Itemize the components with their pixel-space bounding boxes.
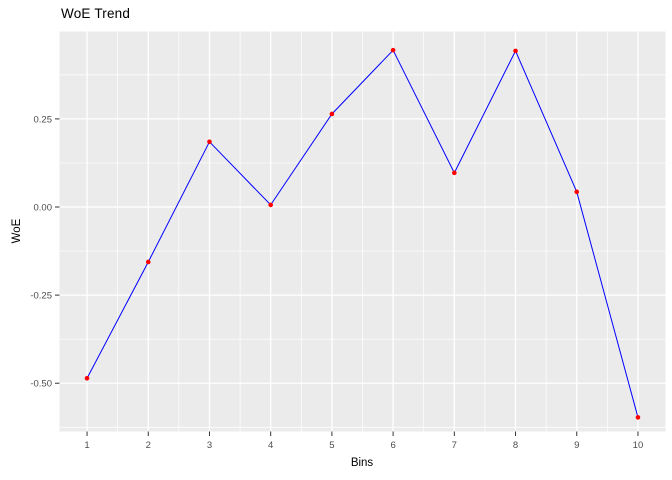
chart-title: WoE Trend [61,6,131,21]
data-point [452,170,457,176]
data-point [390,47,396,53]
x-tick-label: 1 [84,440,89,451]
data-point [207,139,212,145]
y-tick-label: 0.25 [34,114,53,125]
x-tick-label: 9 [574,440,579,451]
x-tick-label: 10 [633,440,644,451]
data-point [268,202,273,208]
trend-line [86,49,639,418]
x-tick-label: 3 [207,440,212,451]
x-tick-label: 4 [268,440,273,451]
x-tick-label: 8 [513,440,518,451]
data-point [513,48,518,54]
x-tick-label: 6 [390,440,395,451]
data-point [329,111,335,117]
y-tick-label: -0.50 [30,379,52,390]
data-point [145,259,151,265]
data-point [574,189,580,195]
x-tick-label: 7 [452,440,457,451]
y-tick-label: -0.25 [30,291,52,302]
y-tick-label: 0.00 [34,203,53,214]
x-axis-title: Bins [350,457,374,469]
data-point [635,415,641,420]
x-tick-label: 2 [146,440,151,451]
y-axis-title: WoE [11,218,23,244]
x-tick-label: 5 [329,440,334,451]
data-point [84,375,90,381]
